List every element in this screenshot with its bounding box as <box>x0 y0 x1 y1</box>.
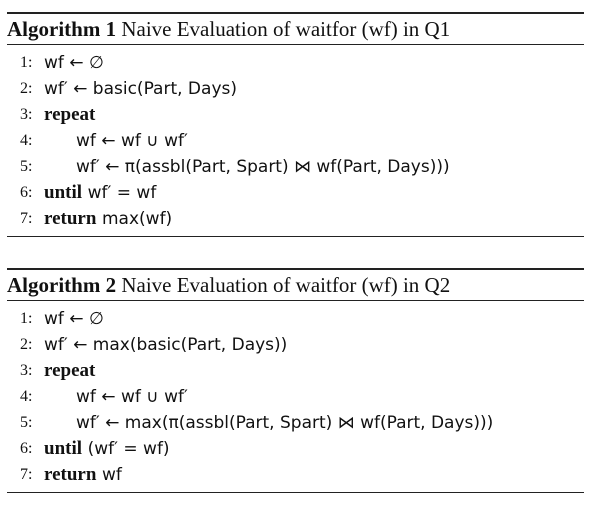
line-body: wf ← ∅ <box>44 50 104 76</box>
algorithm-line: 1: wf ← ∅ <box>7 50 584 76</box>
keyword: repeat <box>44 360 96 381</box>
line-number: 3: <box>20 362 33 379</box>
line-number: 5: <box>20 158 33 175</box>
code-expression: wf′ ← max(π(assbl(Part, Spart) ⋈ wf(Part… <box>76 413 494 433</box>
line-number: 4: <box>20 388 33 405</box>
top-rule <box>7 268 584 270</box>
line-body: return wf <box>44 462 122 488</box>
line-number: 6: <box>20 440 33 457</box>
algorithm-line: 6: until (wf′ = wf) <box>7 436 584 462</box>
code-expression: wf′ = wf <box>87 183 157 203</box>
algorithm-line: 3: repeat <box>7 102 584 128</box>
line-number: 2: <box>20 336 33 353</box>
line-number: 5: <box>20 414 33 431</box>
line-number: 6: <box>20 184 33 201</box>
line-body: wf′ ← max(basic(Part, Days)) <box>44 332 287 358</box>
code-expression: wf ← ∅ <box>44 53 104 73</box>
code-expression: wf′ ← π(assbl(Part, Spart) ⋈ wf(Part, Da… <box>76 157 450 177</box>
caption-rule <box>7 44 584 45</box>
line-number: 1: <box>20 310 33 327</box>
line-body: wf′ ← basic(Part, Days) <box>44 76 237 102</box>
line-body: repeat <box>44 358 95 384</box>
line-number: 7: <box>20 466 33 483</box>
code-expression: wf′ ← max(basic(Part, Days)) <box>44 335 288 355</box>
algorithm-2-block: Algorithm 2 Naive Evaluation of waitfor … <box>7 268 584 493</box>
algorithm-title: Naive Evaluation of waitfor (wf) in Q1 <box>121 17 451 41</box>
line-number: 3: <box>20 106 33 123</box>
line-number: 2: <box>20 80 33 97</box>
algorithm-title: Naive Evaluation of waitfor (wf) in Q2 <box>121 273 451 297</box>
code-expression: wf ← ∅ <box>44 309 104 329</box>
line-body: repeat <box>44 102 95 128</box>
line-body: until (wf′ = wf) <box>44 436 170 462</box>
keyword: until <box>44 182 83 203</box>
algorithm-line: 4: wf ← wf ∪ wf′ <box>7 128 584 154</box>
algorithm-line: 5: wf′ ← π(assbl(Part, Spart) ⋈ wf(Part, … <box>7 154 584 180</box>
code-expression: wf ← wf ∪ wf′ <box>76 387 188 407</box>
code-expression: wf′ ← basic(Part, Days) <box>44 79 237 99</box>
algorithm-line: 2: wf′ ← max(basic(Part, Days)) <box>7 332 584 358</box>
algorithm-label: Algorithm 2 <box>7 273 117 297</box>
line-body: wf′ ← π(assbl(Part, Spart) ⋈ wf(Part, Da… <box>76 154 450 180</box>
line-number: 7: <box>20 210 33 227</box>
algorithm-line: 6: until wf′ = wf <box>7 180 584 206</box>
algorithm-lines: 1: wf ← ∅ 2: wf′ ← max(basic(Part, Days)) 3:… <box>7 301 584 492</box>
line-body: return max(wf) <box>44 206 172 232</box>
algorithm-line: 2: wf′ ← basic(Part, Days) <box>7 76 584 102</box>
algorithm-line: 3: repeat <box>7 358 584 384</box>
line-body: wf′ ← max(π(assbl(Part, Spart) ⋈ wf(Part… <box>76 410 493 436</box>
algorithm-caption: Algorithm 1 Naive Evaluation of waitfor … <box>7 14 584 44</box>
line-body: wf ← ∅ <box>44 306 104 332</box>
line-body: wf ← wf ∪ wf′ <box>76 128 188 154</box>
algorithm-caption: Algorithm 2 Naive Evaluation of waitfor … <box>7 270 584 300</box>
algorithm-line: 4: wf ← wf ∪ wf′ <box>7 384 584 410</box>
bottom-rule <box>7 492 584 493</box>
algorithm-lines: 1: wf ← ∅ 2: wf′ ← basic(Part, Days) 3: repea… <box>7 45 584 236</box>
algorithm-line: 5: wf′ ← max(π(assbl(Part, Spart) ⋈ wf(Pa… <box>7 410 584 436</box>
algorithm-line: 1: wf ← ∅ <box>7 306 584 332</box>
keyword: until <box>44 438 83 459</box>
bottom-rule <box>7 236 584 237</box>
code-expression: wf ← wf ∪ wf′ <box>76 131 188 151</box>
code-expression: max(wf) <box>102 209 173 229</box>
algorithm-label: Algorithm 1 <box>7 17 117 41</box>
keyword: return <box>44 464 97 485</box>
line-number: 4: <box>20 132 33 149</box>
line-body: wf ← wf ∪ wf′ <box>76 384 188 410</box>
caption-rule <box>7 300 584 301</box>
algorithm-1-block: Algorithm 1 Naive Evaluation of waitfor … <box>7 12 584 237</box>
code-expression: wf <box>102 465 122 485</box>
keyword: return <box>44 208 97 229</box>
keyword: repeat <box>44 104 96 125</box>
algorithm-line: 7: return wf <box>7 462 584 488</box>
algorithm-line: 7: return max(wf) <box>7 206 584 232</box>
code-expression: (wf′ = wf) <box>87 439 170 459</box>
line-body: until wf′ = wf <box>44 180 156 206</box>
top-rule <box>7 12 584 14</box>
line-number: 1: <box>20 54 33 71</box>
